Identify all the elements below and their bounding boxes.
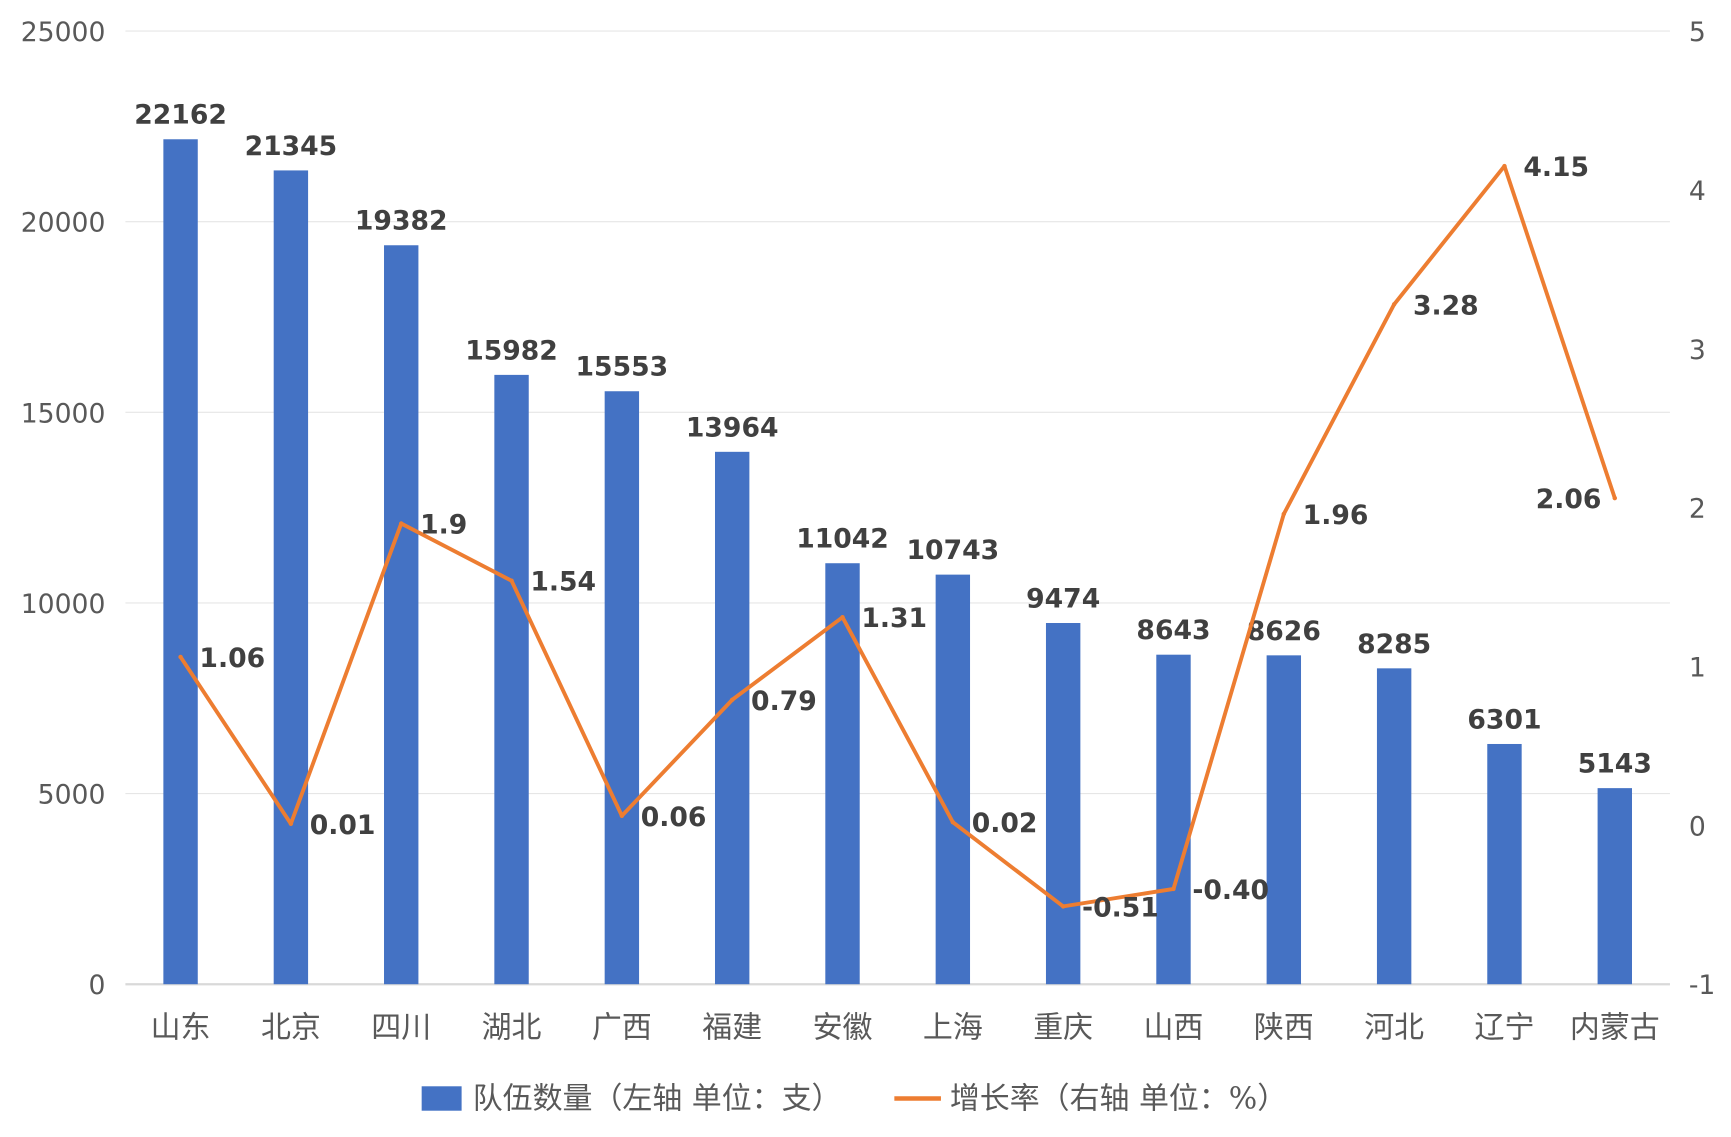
left-tick-label: 25000 — [21, 17, 106, 48]
category-label: 上海 — [923, 1010, 983, 1045]
line-point — [288, 821, 294, 826]
bar-data-label: 13964 — [686, 412, 779, 443]
legend-label-bars: 队伍数量（左轴 单位：支） — [473, 1081, 842, 1116]
bar — [935, 574, 971, 985]
legend-label-line: 增长率（右轴 单位：%） — [950, 1081, 1287, 1116]
bar — [1266, 655, 1302, 985]
category-label: 湖北 — [482, 1010, 542, 1045]
bar — [1597, 788, 1632, 985]
bar-data-label: 10743 — [907, 535, 1000, 566]
line-data-label: 3.28 — [1413, 290, 1479, 321]
line-point — [178, 654, 183, 660]
category-label: 辽宁 — [1475, 1010, 1535, 1045]
right-tick-label: 4 — [1689, 176, 1706, 207]
line-data-label: 0.79 — [751, 686, 817, 717]
category-label: 重庆 — [1033, 1010, 1093, 1045]
category-label: 内蒙古 — [1570, 1010, 1660, 1045]
line-data-labels: 1.06 0.01 1.9 1.54 0.06 0.79 1.31 0.02 -0.51 -0.4… — [199, 152, 1601, 923]
legend: 队伍数量（左轴 单位：支） 增长率（右轴 单位：%） — [421, 1081, 1287, 1116]
line-point — [950, 819, 956, 825]
bar-data-label: 6301 — [1467, 704, 1541, 735]
bar-data-label: 5143 — [1578, 749, 1652, 780]
line-data-label: -0.40 — [1192, 875, 1269, 906]
left-tick-label: 0 — [88, 970, 105, 1001]
line-point — [840, 615, 845, 620]
category-label: 陕西 — [1254, 1010, 1314, 1045]
bar — [1487, 743, 1522, 985]
right-tick-label: 0 — [1689, 811, 1706, 842]
bar — [494, 374, 529, 985]
right-tick-label: -1 — [1689, 970, 1716, 1001]
left-tick-label: 10000 — [21, 589, 106, 620]
right-tick-label: 1 — [1689, 652, 1706, 683]
right-axis-ticks: -1 0 1 2 3 4 5 — [1689, 17, 1716, 1001]
bar-data-label: 15982 — [465, 335, 558, 366]
bar-series — [163, 139, 1632, 985]
line-data-label: 1.06 — [199, 643, 265, 674]
line-point — [729, 697, 735, 703]
line-data-label: 1.54 — [530, 567, 596, 598]
line-data-label: 4.15 — [1523, 152, 1589, 183]
category-label: 北京 — [261, 1010, 321, 1045]
bar — [604, 391, 640, 985]
bar-data-label: 22162 — [134, 100, 227, 131]
line-data-label: 0.01 — [310, 810, 376, 841]
line-point — [509, 578, 514, 583]
category-labels: 山东 北京 四川 湖北 广西 福建 安徽 上海 重庆 山西 陕西 河北 辽宁 内蒙古 — [151, 1010, 1660, 1045]
line-data-label: 0.06 — [641, 802, 707, 833]
left-tick-label: 20000 — [21, 208, 106, 239]
left-tick-label: 5000 — [38, 780, 106, 811]
bar-data-label: 8285 — [1357, 629, 1431, 660]
bar — [163, 139, 198, 985]
bar-data-label: 15553 — [576, 352, 669, 383]
right-tick-label: 2 — [1689, 494, 1706, 525]
right-tick-label: 5 — [1689, 17, 1706, 48]
left-axis-ticks: 0 5000 10000 15000 20000 25000 — [21, 17, 106, 1001]
bar-data-label: 8626 — [1247, 616, 1321, 647]
bar-data-label: 8643 — [1136, 615, 1210, 646]
legend-swatch-bars — [421, 1086, 462, 1111]
line-data-label: 0.02 — [972, 808, 1038, 839]
category-label: 四川 — [371, 1010, 431, 1045]
bar — [1045, 623, 1081, 985]
bar — [1156, 654, 1191, 985]
bar-data-label: 19382 — [355, 206, 448, 237]
growth-rate-line — [178, 164, 1617, 909]
bar — [714, 451, 750, 985]
category-label: 山西 — [1144, 1010, 1204, 1045]
category-label: 安徽 — [813, 1010, 873, 1045]
line-data-label: 1.96 — [1303, 500, 1369, 531]
line-point — [1391, 302, 1397, 307]
line-data-label: 1.9 — [420, 510, 467, 541]
line-point — [619, 813, 625, 819]
left-tick-label: 15000 — [21, 398, 106, 429]
line-point — [1281, 511, 1287, 517]
line-point — [1060, 904, 1066, 909]
category-label: 河北 — [1364, 1010, 1424, 1045]
line-point — [1171, 886, 1176, 892]
bar — [1376, 668, 1412, 985]
right-tick-label: 3 — [1689, 335, 1706, 366]
bar — [273, 170, 309, 985]
line-data-label: -0.51 — [1082, 892, 1159, 923]
bar-data-label: 11042 — [796, 524, 889, 555]
line-point — [1502, 163, 1507, 169]
bar — [825, 563, 860, 985]
line-data-label: 1.31 — [861, 603, 927, 634]
category-label: 广西 — [592, 1010, 652, 1045]
bar-data-labels: 22162 21345 19382 15982 15553 13964 11042 10743… — [134, 100, 1652, 780]
line-point — [1612, 495, 1618, 501]
line-series — [178, 163, 1618, 909]
category-label: 福建 — [702, 1010, 762, 1045]
gridlines — [125, 30, 1670, 986]
bar-data-label: 21345 — [245, 131, 338, 162]
bar-data-label: 9474 — [1026, 583, 1100, 614]
line-data-label: 2.06 — [1536, 484, 1602, 515]
category-label: 山东 — [151, 1010, 211, 1045]
bar — [384, 245, 419, 985]
line-point — [398, 521, 404, 526]
